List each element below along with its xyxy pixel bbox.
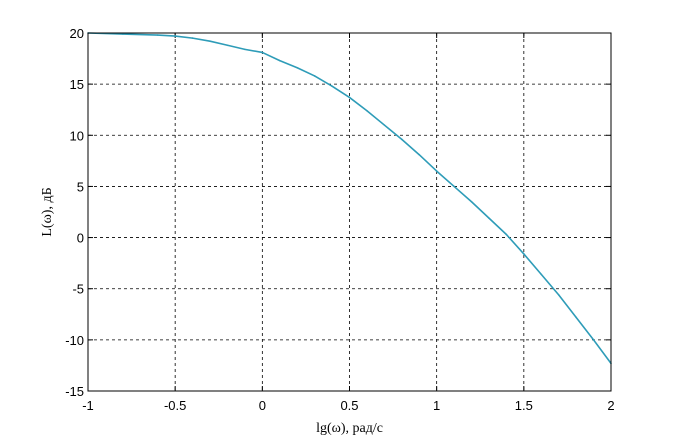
data-point <box>557 294 560 296</box>
x-tick-label: 0 <box>259 398 266 413</box>
data-point <box>296 66 299 69</box>
data-point <box>418 153 421 156</box>
data-point <box>156 34 159 36</box>
data-point <box>505 233 508 236</box>
data-point <box>331 85 333 87</box>
plot-frame <box>87 32 612 392</box>
tick-labels: -1 -0.5 0 0.5 1 1.5 2 -15 -10 -5 0 5 10 15 20 <box>65 26 614 413</box>
x-tick-label: 1.5 <box>515 398 533 413</box>
data-point <box>313 75 316 77</box>
y-tick-label: -15 <box>65 384 84 399</box>
data-point <box>122 33 124 35</box>
data-point <box>366 109 368 112</box>
x-tick-label: -0.5 <box>164 398 186 413</box>
data-point <box>209 40 211 42</box>
y-tick-label: 15 <box>70 77 84 92</box>
data-point <box>435 170 438 172</box>
y-tick-label: 10 <box>70 128 84 143</box>
data-point <box>244 48 246 51</box>
y-tick-label: -5 <box>72 282 84 297</box>
y-tick-label: 20 <box>70 26 84 41</box>
x-tick-label: -1 <box>82 398 94 413</box>
x-axis-label: lg(ω), рад/с <box>316 421 383 436</box>
data-point <box>174 35 176 37</box>
data-point <box>401 138 403 141</box>
data-point <box>540 273 543 276</box>
data-point <box>470 200 473 203</box>
data-point <box>278 59 281 62</box>
data-point <box>191 37 194 39</box>
y-axis-label: L(ω), дБ <box>40 187 55 236</box>
x-tick-label: 1 <box>433 398 440 413</box>
data-point <box>575 316 577 319</box>
data-point <box>523 253 525 255</box>
y-tick-label: -10 <box>65 333 84 348</box>
data-point <box>226 44 229 47</box>
x-tick-label: 0.5 <box>340 398 358 413</box>
data-point <box>261 51 264 54</box>
y-tick-label: 0 <box>77 231 84 246</box>
data-point <box>383 124 386 126</box>
data-point <box>453 185 455 188</box>
series-layer <box>87 32 612 365</box>
y-tick-label: 5 <box>77 179 84 194</box>
data-point <box>348 96 351 99</box>
data-point <box>488 217 490 219</box>
x-tick-label: 2 <box>607 398 614 413</box>
data-point <box>592 339 595 341</box>
